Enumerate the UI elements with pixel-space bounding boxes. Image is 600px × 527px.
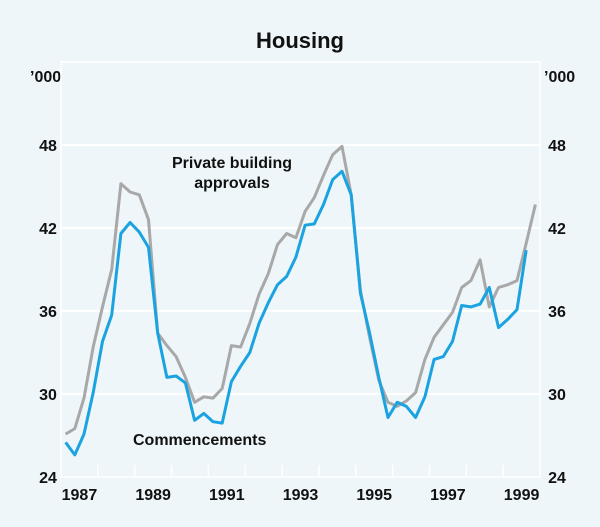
y-tick-label-right: 36 <box>548 304 566 321</box>
commencements-line <box>66 171 527 455</box>
y-tick-label-left: 30 <box>39 387 57 404</box>
y-tick-label-left: 36 <box>39 304 57 321</box>
x-tick-label: 1991 <box>209 487 245 504</box>
x-tick-label: 1993 <box>283 487 319 504</box>
y-unit-right: ’000 <box>544 69 575 86</box>
x-tick-label: 1997 <box>430 487 466 504</box>
y-tick-label-left: 48 <box>39 138 57 155</box>
plot-frame <box>61 62 540 477</box>
x-tick-label: 1989 <box>135 487 171 504</box>
approvals-line <box>66 146 536 434</box>
y-tick-label-right: 48 <box>548 138 566 155</box>
series-label-line: approvals <box>194 175 270 192</box>
series-label-line: Private building <box>172 155 292 172</box>
x-tick-label: 1995 <box>356 487 392 504</box>
chart-title: Housing <box>256 28 344 53</box>
y-tick-label-right: 24 <box>548 470 566 487</box>
series-label-approvals: Private building approvals <box>172 155 292 192</box>
x-tick-label: 1999 <box>504 487 540 504</box>
y-tick-label-right: 42 <box>548 221 566 238</box>
y-unit-left: ’000 <box>30 69 61 86</box>
y-tick-label-left: 24 <box>39 470 57 487</box>
x-tick-label: 1987 <box>62 487 98 504</box>
series-label-commencements: Commencements <box>133 432 266 449</box>
y-tick-label-right: 30 <box>548 387 566 404</box>
y-tick-label-left: 42 <box>39 221 57 238</box>
